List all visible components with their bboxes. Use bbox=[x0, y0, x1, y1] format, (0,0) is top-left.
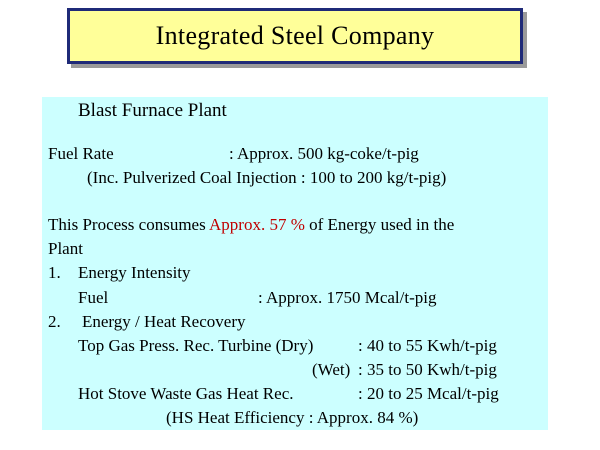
item-2-row-1-value: : 40 to 55 Kwh/t-pig bbox=[358, 336, 497, 355]
item-1-row-label: Fuel bbox=[78, 288, 109, 307]
consumption-prefix: This Process consumes bbox=[48, 215, 210, 234]
item-2-label: Energy / Heat Recovery bbox=[82, 312, 246, 331]
item-2-row-4-label: (HS Heat Efficiency : Approx. 84 %) bbox=[166, 408, 419, 427]
consumption-suffix: of Energy used in the bbox=[304, 215, 455, 234]
content-panel: Blast Furnace Plant Fuel Rate : Approx. … bbox=[42, 97, 548, 430]
item-2-row-1-label: Top Gas Press. Rec. Turbine (Dry) bbox=[78, 336, 314, 355]
item-1-row-value: : Approx. 1750 Mcal/t-pig bbox=[258, 288, 437, 307]
fuel-rate-value: : Approx. 500 kg-coke/t-pig bbox=[229, 144, 419, 163]
item-2-row-3-value: : 20 to 25 Mcal/t-pig bbox=[358, 384, 499, 403]
item-1-label: Energy Intensity bbox=[78, 263, 191, 282]
consumption-line: This Process consumes Approx. 57 % of En… bbox=[48, 215, 454, 235]
fuel-rate-note: (Inc. Pulverized Coal Injection : 100 to… bbox=[87, 168, 447, 187]
item-2-row-2-value: : 35 to 50 Kwh/t-pig bbox=[358, 360, 497, 379]
title-banner: Integrated Steel Company bbox=[67, 8, 523, 64]
item-2-row-3-label: Hot Stove Waste Gas Heat Rec. bbox=[78, 384, 294, 403]
item-2-number: 2. bbox=[48, 312, 61, 331]
item-2-row-2-label: (Wet) bbox=[312, 360, 351, 379]
item-1-number: 1. bbox=[48, 263, 61, 282]
consumption-highlight: Approx. 57 % bbox=[209, 215, 305, 234]
consumption-line-2: Plant bbox=[48, 239, 83, 258]
section-heading: Blast Furnace Plant bbox=[78, 100, 227, 121]
page-title: Integrated Steel Company bbox=[155, 21, 435, 50]
fuel-rate-label: Fuel Rate bbox=[48, 144, 114, 163]
